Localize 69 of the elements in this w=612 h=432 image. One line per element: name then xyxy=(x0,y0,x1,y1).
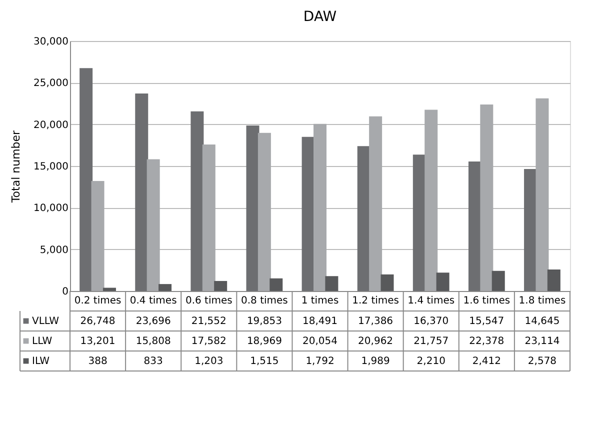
data-label: 18,491 xyxy=(302,316,338,327)
data-label: 833 xyxy=(144,356,163,367)
bar xyxy=(91,180,104,291)
y-tick-label: 25,000 xyxy=(34,78,68,90)
bar xyxy=(146,159,160,291)
bar xyxy=(424,110,438,291)
legend-label: ILW xyxy=(32,356,50,367)
x-tick-label: 1.2 times xyxy=(352,296,399,306)
data-label: 15,808 xyxy=(136,336,171,347)
bar xyxy=(102,288,116,291)
bar xyxy=(369,116,382,291)
data-label: 1,792 xyxy=(306,356,334,367)
y-tick-label: 0 xyxy=(62,286,68,298)
bar xyxy=(270,278,283,291)
bar xyxy=(202,144,216,291)
bar xyxy=(492,270,505,291)
data-label: 2,210 xyxy=(416,356,446,367)
data-label: 15,547 xyxy=(469,316,504,327)
data-label: 2,412 xyxy=(472,356,501,367)
bar xyxy=(158,284,172,291)
y-axis-title: Total number xyxy=(10,130,23,204)
x-tick-label: 1 times xyxy=(301,296,339,306)
data-label: 388 xyxy=(88,356,108,367)
data-label: 17,386 xyxy=(358,316,394,327)
x-tick-label: 0.6 times xyxy=(185,296,232,306)
bar xyxy=(258,132,271,291)
bar xyxy=(80,68,93,291)
bar xyxy=(214,280,228,291)
x-tick-label: 1.8 times xyxy=(518,296,566,306)
bar xyxy=(536,98,549,291)
bar xyxy=(436,272,450,291)
y-tick-label: 20,000 xyxy=(34,120,68,131)
bar xyxy=(547,270,560,291)
x-tick-label: 0.4 times xyxy=(130,296,177,306)
data-label: 1,515 xyxy=(250,356,279,367)
x-tick-label: 1.6 times xyxy=(463,296,510,306)
data-label: 20,054 xyxy=(302,336,338,347)
y-tick-label: 5,000 xyxy=(40,244,68,256)
data-label: 18,969 xyxy=(246,336,282,347)
x-tick-label: 0.2 times xyxy=(74,296,122,306)
y-tick-label: 10,000 xyxy=(34,203,68,214)
data-label: 1,989 xyxy=(361,356,390,367)
data-label: 13,201 xyxy=(80,336,116,347)
bar xyxy=(480,104,494,291)
bar xyxy=(380,274,394,291)
chart-title: DAW xyxy=(303,9,337,25)
data-label: 26,748 xyxy=(80,316,116,327)
data-label: 1,203 xyxy=(194,356,224,367)
data-label: 2,578 xyxy=(528,356,557,367)
data-label: 21,757 xyxy=(414,336,449,347)
x-tick-label: 1.4 times xyxy=(408,296,455,306)
bar xyxy=(135,94,148,291)
data-label: 23,114 xyxy=(524,336,560,347)
bar xyxy=(314,124,326,291)
data-label: 16,370 xyxy=(414,316,449,327)
x-tick-label: 0.8 times xyxy=(241,296,288,306)
data-label: 21,552 xyxy=(191,316,226,327)
data-label: 14,645 xyxy=(524,316,560,327)
data-label: 22,378 xyxy=(469,336,504,347)
data-label: 20,962 xyxy=(358,336,394,347)
y-tick-label: 30,000 xyxy=(34,36,68,48)
bar xyxy=(325,276,338,291)
y-tick-label: 15,000 xyxy=(34,162,68,172)
legend-label: LLW xyxy=(32,336,52,347)
data-label: 23,696 xyxy=(136,316,171,327)
legend-label: VLLW xyxy=(32,316,60,327)
bar xyxy=(190,111,204,291)
data-label: 19,853 xyxy=(246,316,282,327)
data-label: 17,582 xyxy=(191,336,226,347)
